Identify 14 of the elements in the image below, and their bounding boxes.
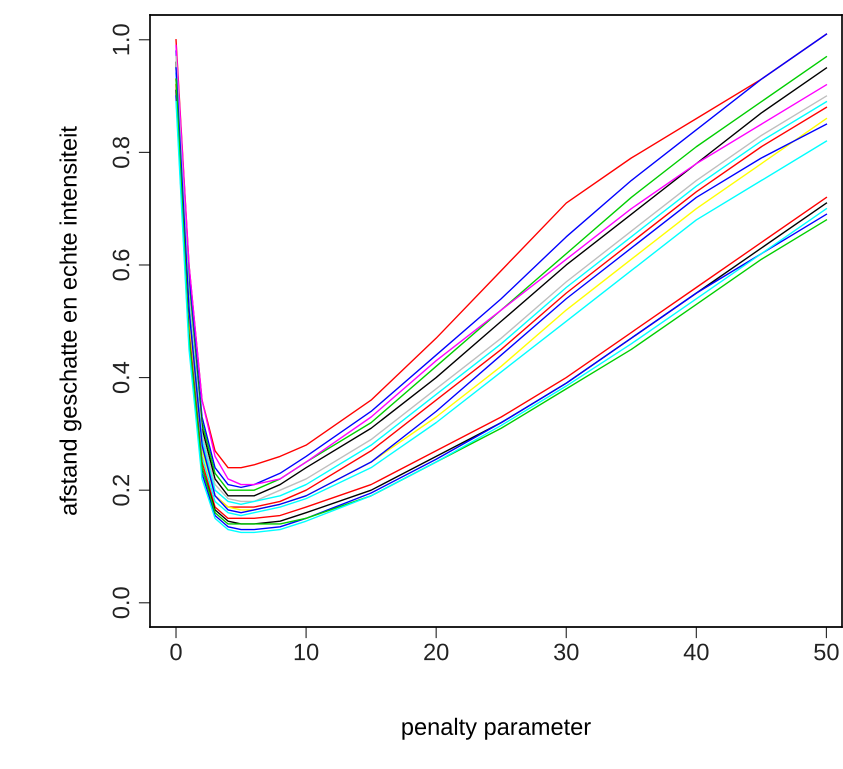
- y-tick-label: 0.0: [112, 587, 130, 618]
- x-tick-label: 50: [814, 644, 839, 660]
- x-tick-label: 10: [294, 644, 318, 660]
- x-tick-label: 40: [684, 644, 709, 660]
- y-tick-label: 0.4: [112, 362, 130, 394]
- y-tick-label: 1.0: [112, 24, 130, 54]
- x-tick-label: 0: [170, 644, 182, 660]
- x-axis-title: penalty parameter: [402, 718, 591, 740]
- y-tick-label: 0.2: [112, 474, 130, 506]
- x-tick-label: 20: [424, 644, 448, 660]
- y-tick-label: 0.8: [112, 136, 130, 168]
- x-tick-label: 30: [554, 644, 578, 660]
- y-axis-title: afstand geschatte en echte intensiteit: [59, 126, 82, 515]
- y-tick-label: 0.6: [112, 250, 130, 280]
